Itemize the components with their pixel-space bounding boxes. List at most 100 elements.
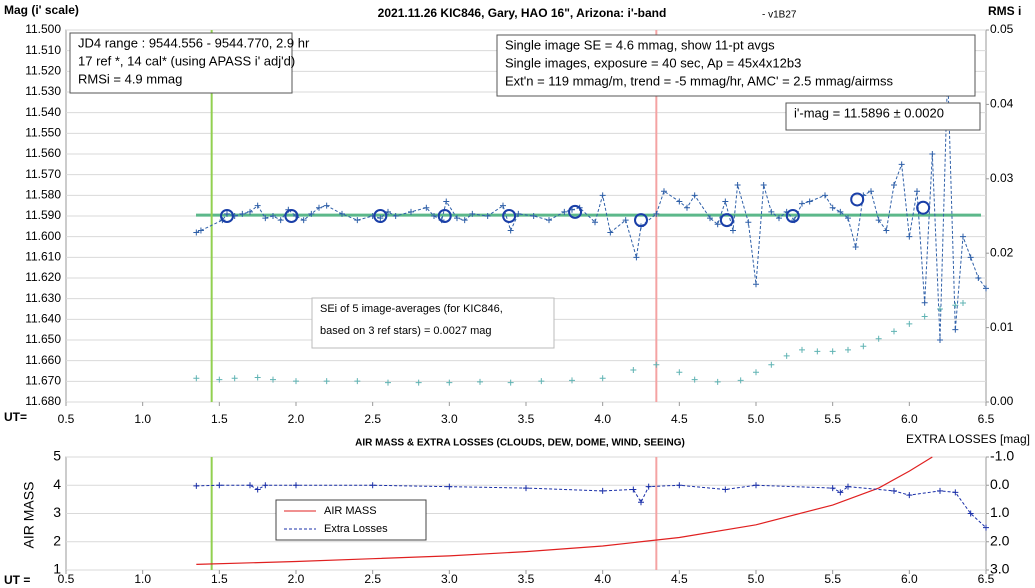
y-tick-label: 11.520 [25, 64, 61, 78]
data-point [753, 281, 759, 288]
data-point [500, 202, 506, 209]
data-point [799, 346, 805, 353]
average-point [568, 204, 583, 219]
data-point [937, 337, 943, 343]
y2-tick-label: -1.0 [990, 448, 1014, 464]
annotation-text: Single images, exposure = 40 sec, Ap = 4… [505, 55, 801, 70]
data-point [446, 379, 453, 386]
data-point [293, 482, 299, 489]
data-point [906, 320, 913, 327]
data-point [316, 204, 322, 211]
data-point [875, 217, 882, 224]
data-point [845, 215, 851, 222]
data-point [515, 210, 522, 217]
x-tick-label: 0.5 [58, 412, 75, 426]
data-point [691, 376, 698, 383]
data-point [753, 482, 759, 489]
y-tick-label: 11.670 [25, 374, 61, 388]
data-point [684, 204, 690, 211]
y-tick-label: 11.590 [25, 208, 61, 222]
y-tick-label: 11.500 [25, 22, 61, 36]
legend-label: AIR MASS [324, 505, 377, 517]
data-point [845, 483, 851, 490]
annotation-box [785, 102, 981, 131]
data-point [653, 361, 660, 368]
y-tick-label: 11.550 [25, 126, 61, 140]
y-tick-label: 1 [53, 561, 61, 577]
x-tick-label: 1.5 [211, 412, 228, 426]
data-point [507, 379, 514, 386]
annotation-text: Ext'n = 119 mmag/m, trend = -5 mmag/hr, … [505, 73, 894, 88]
average-point [437, 209, 452, 223]
x-tick-label: 2.0 [288, 572, 305, 586]
data-point [960, 233, 966, 240]
y-tick-label: 2 [53, 532, 61, 548]
data-point [262, 215, 269, 222]
data-point [193, 482, 200, 489]
data-point [270, 213, 276, 219]
data-point [806, 198, 813, 205]
data-point [983, 285, 989, 292]
y2-tick-label: 2.0 [990, 532, 1010, 548]
x-axis-label: UT = [4, 573, 30, 587]
x-tick-label: 2.5 [364, 572, 381, 586]
data-point [431, 213, 437, 219]
annotation-text: JD4 range : 9544.556 - 9544.770, 2.9 hr [78, 35, 310, 50]
data-point [469, 210, 476, 217]
data-point [845, 346, 851, 353]
x-tick-label: 4.5 [671, 412, 688, 426]
data-point [967, 510, 974, 517]
data-point [423, 204, 430, 211]
y-tick-label: 4 [53, 476, 61, 492]
x-tick-label: 3.5 [518, 572, 535, 586]
data-point [377, 215, 384, 222]
data-point [975, 275, 982, 281]
data-point [277, 217, 284, 224]
y2-tick-label: 0.01 [990, 320, 1014, 334]
data-point [197, 227, 204, 234]
data-point [691, 192, 698, 199]
series-line [196, 456, 933, 565]
annotation-box [311, 297, 555, 349]
data-point [408, 208, 414, 215]
x-tick-label: 6.0 [901, 572, 918, 586]
data-point [967, 254, 974, 261]
x-tick-label: 5.5 [824, 572, 841, 586]
data-point [837, 489, 844, 496]
data-point [714, 221, 721, 228]
data-point [883, 227, 890, 234]
y2-axis-label: EXTRA LOSSES [mag] [906, 432, 1030, 446]
data-point [676, 198, 683, 205]
y-tick-label: 11.610 [25, 250, 61, 264]
chart-subtitle: - v1B27 [762, 10, 797, 21]
y-tick-label: 11.660 [25, 353, 61, 367]
y2-tick-label: 0.02 [990, 245, 1014, 259]
data-point [193, 229, 200, 236]
data-point [891, 487, 897, 494]
data-point [599, 192, 606, 199]
chart-title: 2021.11.26 KIC846, Gary, HAO 16", Arizon… [378, 6, 667, 20]
average-point [373, 209, 388, 223]
average-point [284, 209, 299, 223]
data-point [633, 254, 640, 261]
data-point [814, 348, 821, 355]
data-point [891, 182, 897, 188]
data-point [254, 486, 261, 493]
x-tick-label: 3.0 [441, 572, 458, 586]
x-tick-label: 6.5 [978, 572, 995, 586]
data-point [231, 375, 238, 382]
y-tick-label: 11.530 [25, 84, 61, 98]
data-point [983, 524, 989, 531]
data-point [546, 217, 552, 224]
x-axis-label: UT= [4, 410, 27, 424]
data-point [906, 492, 913, 499]
y2-tick-label: 0.00 [990, 394, 1014, 408]
y-tick-label: 11.560 [25, 146, 61, 160]
y-tick-label: 11.630 [25, 291, 61, 305]
y2-tick-label: 3.0 [990, 561, 1010, 577]
average-point [785, 209, 800, 223]
data-point [216, 482, 223, 489]
average-point [719, 213, 734, 228]
data-point [676, 482, 683, 489]
data-point [921, 313, 928, 320]
